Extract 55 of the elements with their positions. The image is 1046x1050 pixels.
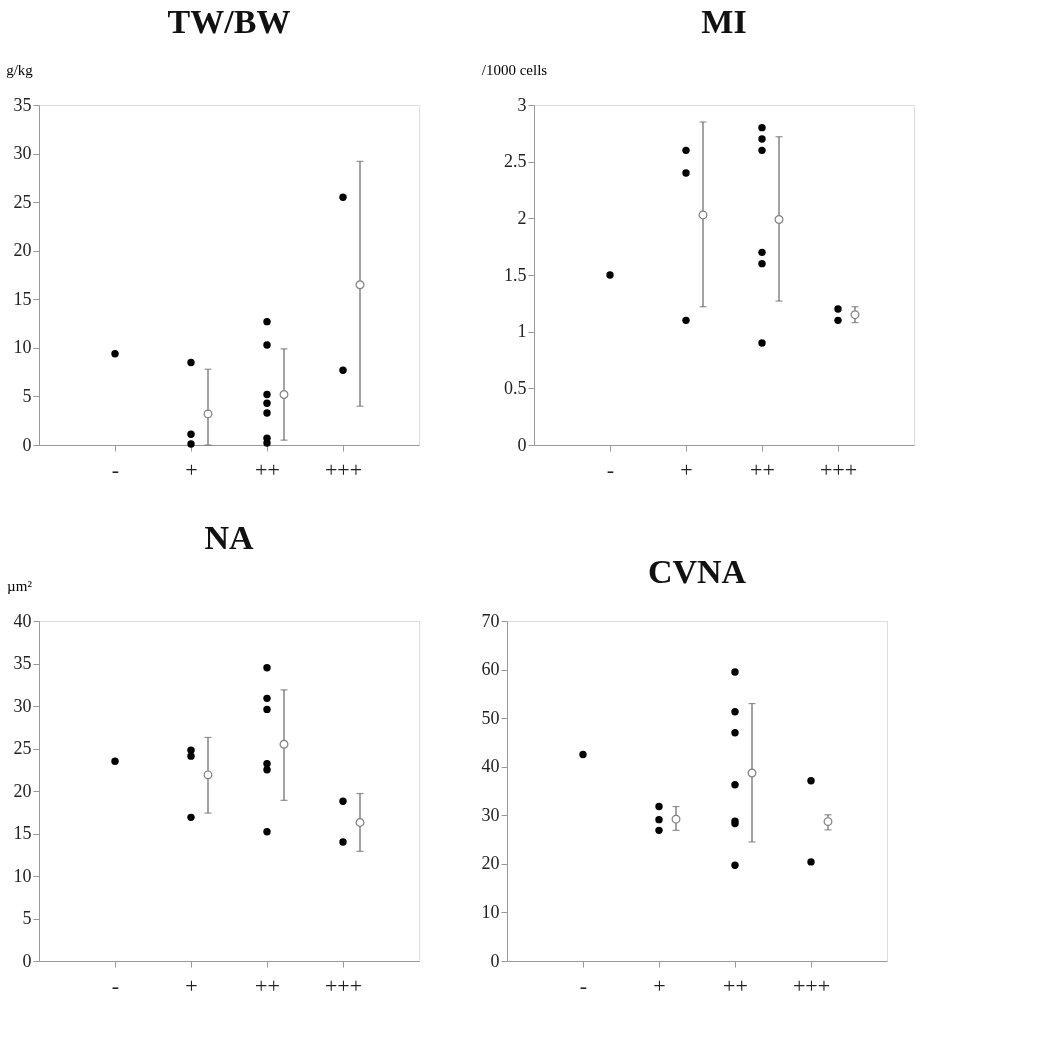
x-tick-label: ++ [723, 972, 748, 998]
y-tick-label: 1.5 [504, 264, 527, 285]
chart-title: CVNA [647, 553, 747, 590]
x-tick-label: + [185, 972, 198, 998]
x-tick-label: - [111, 456, 120, 482]
y-tick-label: 20 [481, 853, 500, 874]
chart-title: TW/BW [167, 3, 291, 40]
y-tick-label: 30 [13, 143, 32, 164]
chart-title: MI [701, 3, 747, 40]
x-tick-label: +++ [324, 972, 363, 998]
y-tick-label: 30 [481, 804, 500, 825]
y-tick-label: 60 [481, 659, 500, 680]
y-tick-label: 0 [22, 434, 32, 455]
y-tick-label: 20 [13, 240, 32, 261]
x-tick-label: +++ [324, 456, 363, 482]
y-axis-title: g/kg [6, 61, 34, 78]
x-tick-label: ++ [255, 456, 280, 482]
y-tick-label: 5 [22, 385, 32, 406]
y-tick-label: 50 [481, 707, 500, 728]
x-tick-label: + [653, 972, 666, 998]
y-tick-label: 3 [517, 94, 527, 115]
x-tick-label: - [606, 456, 615, 482]
y-axis-title: /1000 cells [481, 61, 548, 78]
y-tick-label: 15 [13, 288, 32, 309]
y-tick-label: 70 [481, 610, 500, 631]
y-tick-label: 0 [517, 434, 527, 455]
y-tick-label: 10 [13, 337, 32, 358]
y-tick-label: 1 [517, 321, 527, 342]
x-tick-label: ++ [750, 456, 775, 482]
y-tick-label: 35 [13, 653, 32, 673]
y-tick-label: 0.5 [504, 377, 527, 398]
y-axis-title: µm² [7, 577, 33, 594]
chart-title: NA [204, 519, 254, 556]
y-tick-label: 25 [13, 191, 32, 212]
x-tick-label: + [185, 456, 198, 482]
y-tick-label: 30 [13, 695, 32, 716]
x-tick-label: ++ [255, 972, 280, 998]
x-tick-label: +++ [792, 972, 831, 998]
y-tick-label: 40 [481, 756, 500, 777]
x-tick-label: - [111, 972, 120, 998]
y-tick-label: 5 [22, 908, 32, 928]
y-tick-label: 0 [22, 950, 32, 971]
y-tick-label: 2 [517, 207, 527, 228]
y-tick-label: 0 [490, 950, 500, 971]
y-tick-label: 35 [13, 94, 32, 115]
x-tick-label: - [579, 972, 588, 998]
x-tick-label: +++ [819, 456, 858, 482]
y-tick-label: 40 [13, 610, 32, 631]
y-tick-label: 10 [13, 865, 32, 886]
y-tick-label: 2.5 [504, 151, 527, 172]
y-tick-label: 15 [13, 823, 32, 843]
y-tick-label: 25 [13, 738, 32, 758]
x-tick-label: + [680, 456, 693, 482]
y-tick-label: 10 [481, 901, 500, 922]
y-tick-label: 20 [13, 780, 32, 801]
